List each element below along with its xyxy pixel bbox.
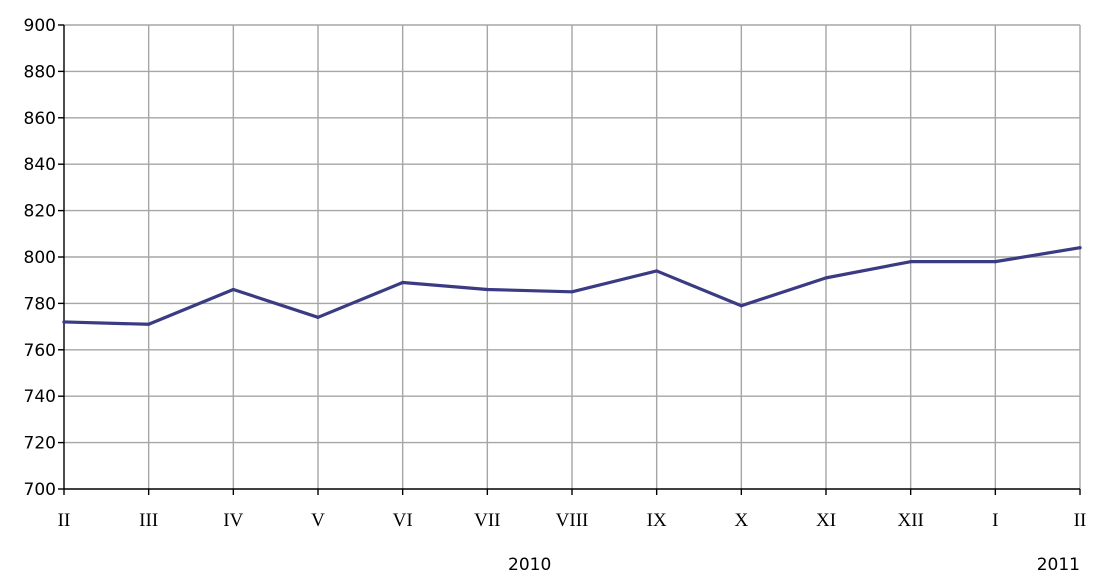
x-tick-label: III	[139, 510, 158, 531]
data-point	[485, 287, 489, 292]
y-tick-label: 800	[24, 248, 56, 268]
y-tick-label: 760	[24, 341, 56, 361]
x-tick-label: XI	[816, 510, 836, 531]
data-point	[655, 269, 659, 273]
x-tick-label: IX	[647, 510, 667, 531]
x-tick-label: VII	[474, 510, 500, 531]
axes	[58, 24, 1081, 495]
data-point	[909, 260, 913, 264]
y-tick-label: 860	[24, 109, 56, 129]
data-point	[231, 287, 235, 292]
data-point	[401, 280, 405, 285]
y-tick-label: 820	[24, 202, 56, 222]
y-tick-label: 700	[24, 480, 56, 500]
y-tick-label: 900	[24, 16, 56, 36]
y-tick-label: 880	[24, 62, 56, 82]
year-label: 2011	[1037, 555, 1080, 574]
y-tick-label: 720	[24, 434, 56, 454]
x-axis-tick-labels: II III IV V VI VII VIII IX X XI XII I II	[58, 510, 1087, 531]
data-point	[570, 290, 574, 294]
x-tick-label: V	[311, 510, 325, 531]
y-tick-label: 780	[24, 294, 56, 314]
data-point	[1078, 246, 1082, 250]
y-tick-label: 740	[24, 387, 56, 407]
x-tick-label: XII	[897, 510, 923, 531]
series	[62, 246, 1082, 326]
x-tick-label: VI	[393, 510, 413, 531]
x-tick-label: VIII	[556, 510, 589, 531]
x-tick-label: I	[992, 510, 998, 531]
y-tick-label: 840	[24, 155, 56, 175]
data-point	[824, 276, 828, 280]
data-point	[316, 315, 320, 319]
data-point	[993, 260, 997, 264]
x-tick-label: IV	[223, 510, 243, 531]
x-tick-label: II	[58, 510, 71, 531]
grid	[64, 24, 1081, 489]
data-point	[739, 304, 743, 308]
year-label: 2010	[508, 555, 551, 574]
x-tick-label: X	[734, 510, 748, 531]
data-point	[62, 320, 66, 324]
y-axis-tick-labels: 700 720 740 760 780 800 820 840 860 880 900	[24, 16, 56, 500]
year-labels: 2010 2011	[508, 555, 1080, 574]
data-point	[147, 322, 151, 326]
x-tick-label: II	[1074, 510, 1087, 531]
